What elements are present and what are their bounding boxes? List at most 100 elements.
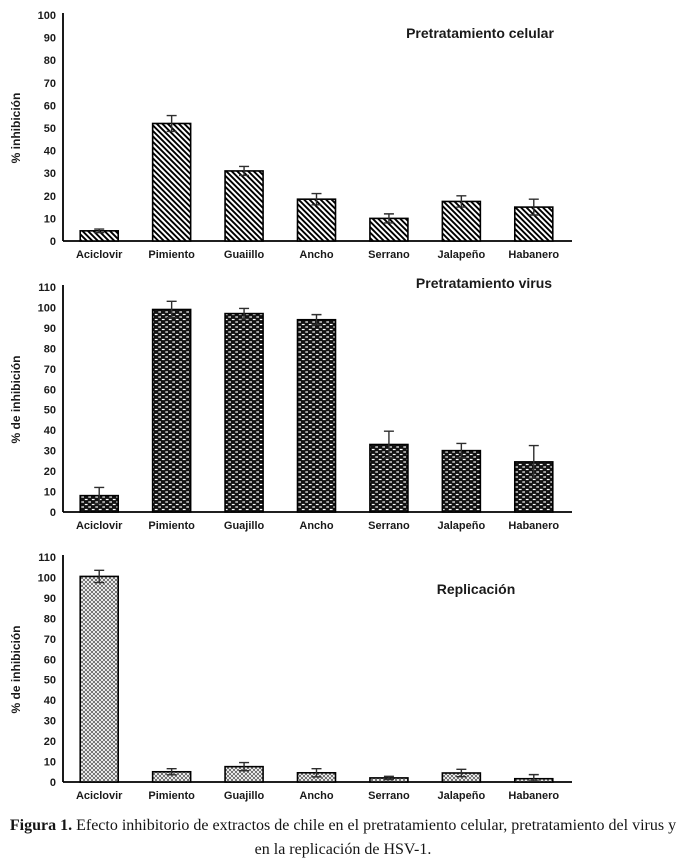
y-tick-label: 20	[44, 736, 56, 748]
y-tick-label: 0	[50, 236, 56, 248]
y-axis-label: % de inhibición	[9, 625, 23, 713]
x-category-label: Habanero	[508, 520, 559, 532]
bar-pimiento	[151, 122, 192, 242]
error-bar-habanero	[528, 444, 539, 479]
y-tick-label: 10	[44, 757, 56, 769]
x-category-label: Jalapeño	[438, 249, 486, 261]
chart-pretratamiento-celular: Pretratamiento celular % inhibición 0 10 20 3…	[9, 10, 572, 261]
error-bar-ancho	[311, 768, 322, 778]
y-tick-label: 80	[44, 343, 56, 355]
x-category-label: Guajillo	[224, 790, 265, 802]
y-tick-label: 10	[44, 213, 56, 225]
error-bar-pimiento	[166, 114, 177, 133]
y-tick-label: 80	[44, 55, 56, 67]
bar-guaiillo	[224, 170, 264, 242]
y-axis-label: % de inhibición	[9, 355, 23, 443]
y-tick-label: 60	[44, 654, 56, 666]
y-tick-label: 50	[44, 675, 56, 687]
y-tick-label: 100	[38, 302, 56, 314]
y-tick-label: 20	[44, 191, 56, 203]
error-bar-aciclovir	[94, 569, 105, 584]
y-tick-label: 60	[44, 100, 56, 112]
error-bar-habanero	[528, 773, 539, 782]
x-category-label: Ancho	[299, 520, 334, 532]
error-bar-habanero	[528, 198, 539, 216]
y-tick-label: 110	[38, 282, 56, 294]
y-tick-label: 40	[44, 146, 56, 158]
x-category-label: Aciclovir	[76, 249, 123, 261]
error-bar-jalapeño	[456, 195, 467, 208]
x-category-label: Pimiento	[148, 520, 195, 532]
y-tick-label: 0	[50, 507, 56, 519]
y-tick-label: 50	[44, 123, 56, 135]
y-tick-label: 40	[44, 695, 56, 707]
y-tick-label: 0	[50, 777, 56, 789]
chart-title: Replicación	[437, 581, 516, 597]
caption-line-1: Figura 1. Efecto inhibitorio de extracto…	[0, 814, 686, 838]
y-tick-label: 100	[38, 10, 56, 22]
y-tick-label: 70	[44, 634, 56, 646]
x-category-label: Jalapeño	[438, 790, 486, 802]
y-tick-label: 10	[44, 487, 56, 499]
caption-figure-number: Figura 1.	[9, 817, 73, 834]
x-category-label: Serrano	[368, 249, 410, 261]
x-category-label: Habanero	[508, 790, 559, 802]
x-category-label: Guaiillo	[224, 249, 265, 261]
error-bar-guajillo	[239, 761, 250, 772]
error-bar-ancho	[311, 313, 322, 326]
x-category-label: Serrano	[368, 790, 410, 802]
y-tick-label: 20	[44, 466, 56, 478]
x-category-label: Pimiento	[148, 790, 195, 802]
caption-line-2: en la replicación de HSV-1.	[254, 841, 432, 858]
error-bar-jalapeño	[456, 768, 467, 778]
error-bar-guajillo	[239, 307, 250, 320]
y-tick-label: 30	[44, 446, 56, 458]
y-tick-label: 50	[44, 405, 56, 417]
y-tick-label: 70	[44, 78, 56, 90]
error-bar-aciclovir	[94, 228, 105, 234]
chart-title: Pretratamiento virus	[416, 275, 552, 291]
error-bar-aciclovir	[94, 486, 105, 505]
y-tick-label: 90	[44, 593, 56, 605]
bar-guajillo	[224, 312, 264, 513]
error-bar-guaiillo	[239, 165, 250, 177]
x-category-label: Ancho	[299, 249, 334, 261]
error-bar-pimiento	[166, 768, 177, 776]
bar-aciclovir	[79, 575, 120, 783]
y-tick-label: 100	[38, 572, 56, 584]
error-bar-pimiento	[166, 300, 177, 319]
x-category-label: Serrano	[368, 520, 410, 532]
x-category-label: Pimiento	[148, 249, 195, 261]
y-tick-label: 30	[44, 716, 56, 728]
bar-jalapeño	[441, 200, 482, 242]
y-tick-label: 40	[44, 425, 56, 437]
y-tick-label: 60	[44, 384, 56, 396]
y-axis-label: % inhibición	[9, 93, 23, 164]
caption-text-line-1: Efecto inhibitorio de extractos de chile…	[76, 817, 677, 834]
y-tick-label: 70	[44, 364, 56, 376]
chart-title: Pretratamiento celular	[406, 25, 554, 41]
error-bar-serrano	[383, 775, 394, 781]
x-category-label: Jalapeño	[438, 520, 486, 532]
bar-pimiento	[151, 308, 192, 513]
bar-ancho	[296, 318, 337, 513]
figure-caption: Figura 1. Efecto inhibitorio de extracto…	[0, 808, 686, 863]
x-category-label: Guajillo	[224, 520, 265, 532]
x-category-label: Ancho	[299, 790, 334, 802]
error-bar-ancho	[311, 192, 322, 206]
chart-replicacion: Replicación % de inhibición 0 10 20 30 40 50 60 7…	[9, 552, 572, 802]
y-tick-label: 110	[38, 552, 56, 564]
x-category-label: Habanero	[508, 249, 559, 261]
chart-pretratamiento-virus: Pretratamiento virus % de inhibición 0 10 20…	[9, 275, 572, 532]
error-bar-serrano	[383, 430, 394, 459]
y-tick-label: 90	[44, 33, 56, 45]
y-tick-label: 80	[44, 613, 56, 625]
x-category-label: Aciclovir	[76, 520, 123, 532]
error-bar-serrano	[383, 213, 394, 224]
y-tick-label: 30	[44, 168, 56, 180]
error-bar-jalapeño	[456, 442, 467, 459]
bar-jalapeño	[441, 449, 482, 513]
y-tick-label: 90	[44, 323, 56, 335]
x-category-label: Aciclovir	[76, 790, 123, 802]
